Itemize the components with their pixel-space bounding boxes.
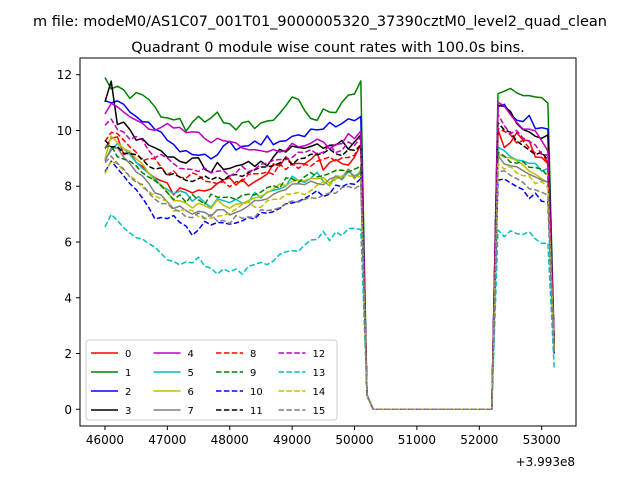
legend-label-14: 14 (313, 387, 326, 398)
legend-label-2: 2 (125, 387, 131, 398)
legend-label-1: 1 (125, 368, 131, 379)
x-offset-label: +3.993e8 (516, 455, 575, 469)
x-tick-label: 49000 (273, 433, 311, 447)
y-tick-label: 10 (57, 124, 72, 138)
legend-label-0: 0 (125, 349, 131, 360)
y-tick-label: 0 (64, 403, 72, 417)
figure-suptitle: m file: modeM0/AS1C07_001T01_9000005320_… (33, 14, 607, 30)
y-tick-label: 6 (64, 236, 72, 250)
legend-label-11: 11 (250, 406, 263, 417)
x-tick-label: 48000 (211, 433, 249, 447)
legend-label-12: 12 (313, 349, 326, 360)
legend-label-10: 10 (250, 387, 263, 398)
legend-label-3: 3 (125, 406, 131, 417)
axes-frame (79, 57, 577, 427)
legend-label-4: 4 (188, 349, 194, 360)
axes-title: Quadrant 0 module wise count rates with … (131, 40, 525, 56)
legend-box (85, 339, 338, 421)
legend-label-8: 8 (250, 349, 256, 360)
series-line-15 (104, 155, 555, 411)
x-tick-label: 51000 (398, 433, 436, 447)
x-tick-label: 52000 (460, 433, 498, 447)
x-axis: 46000 47000 48000 49000 50000 51000 52000 53000 (86, 426, 561, 447)
series-line-12 (104, 113, 555, 411)
x-tick-label: 50000 (335, 433, 373, 447)
legend-label-13: 13 (313, 368, 326, 379)
y-tick-label: 2 (64, 347, 72, 361)
legend-label-5: 5 (188, 368, 194, 379)
plot-area (104, 77, 555, 411)
y-tick-label: 12 (57, 68, 72, 82)
legend-label-15: 15 (313, 406, 326, 417)
x-tick-label: 46000 (86, 433, 124, 447)
legend-label-6: 6 (188, 387, 194, 398)
y-tick-label: 4 (64, 291, 72, 305)
y-tick-label: 8 (64, 180, 72, 194)
x-tick-label: 53000 (523, 433, 561, 447)
x-tick-label: 47000 (148, 433, 186, 447)
y-axis: 0 2 4 6 8 10 12 (57, 68, 80, 417)
series-line-13 (104, 213, 555, 411)
legend-label-7: 7 (188, 406, 194, 417)
legend-label-9: 9 (250, 368, 256, 379)
